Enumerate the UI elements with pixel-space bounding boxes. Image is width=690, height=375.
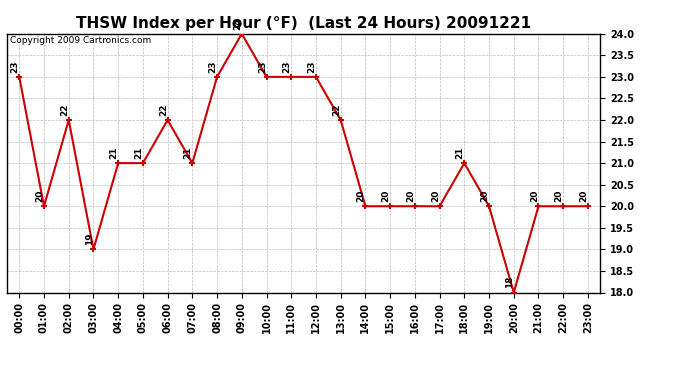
Text: 23: 23 (10, 60, 19, 73)
Text: 22: 22 (60, 104, 69, 116)
Text: 20: 20 (357, 190, 366, 202)
Text: 18: 18 (505, 276, 514, 288)
Text: 23: 23 (307, 60, 316, 73)
Text: 20: 20 (530, 190, 539, 202)
Text: 23: 23 (258, 60, 267, 73)
Text: 21: 21 (135, 147, 144, 159)
Text: 20: 20 (555, 190, 564, 202)
Text: 23: 23 (283, 60, 292, 73)
Text: 19: 19 (85, 232, 94, 245)
Text: Copyright 2009 Cartronics.com: Copyright 2009 Cartronics.com (10, 36, 151, 45)
Text: 20: 20 (480, 190, 489, 202)
Text: 20: 20 (431, 190, 440, 202)
Text: 23: 23 (208, 60, 217, 73)
Title: THSW Index per Hour (°F)  (Last 24 Hours) 20091221: THSW Index per Hour (°F) (Last 24 Hours)… (76, 16, 531, 31)
Text: 21: 21 (455, 147, 464, 159)
Text: 24: 24 (233, 17, 242, 30)
Text: 20: 20 (406, 190, 415, 202)
Text: 22: 22 (159, 104, 168, 116)
Text: 20: 20 (35, 190, 44, 202)
Text: 20: 20 (382, 190, 391, 202)
Text: 22: 22 (332, 104, 341, 116)
Text: 21: 21 (110, 147, 119, 159)
Text: 20: 20 (580, 190, 589, 202)
Text: 21: 21 (184, 147, 193, 159)
